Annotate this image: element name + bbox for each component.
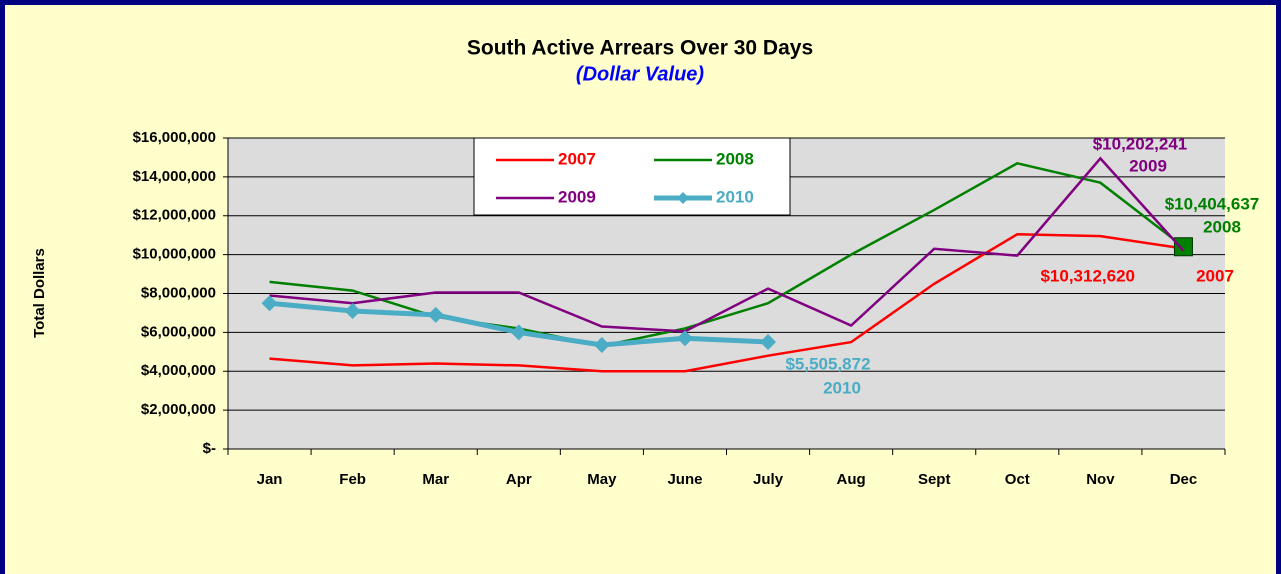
marker — [510, 324, 527, 341]
x-tick-label: Nov — [1086, 471, 1115, 488]
x-tick-label: Aug — [837, 471, 866, 488]
data-label: $10,202,241 — [1093, 134, 1188, 153]
legend-label: 2007 — [558, 149, 596, 168]
series-line — [269, 156, 1185, 333]
y-tick-label: $- — [203, 440, 216, 457]
x-tick-label: Jan — [257, 471, 283, 488]
y-tick-label: $10,000,000 — [133, 246, 216, 263]
y-tick-label: $16,000,000 — [133, 129, 216, 146]
marker — [593, 337, 610, 354]
x-tick-label: Dec — [1170, 471, 1198, 488]
x-tick-label: Sept — [918, 471, 951, 488]
x-tick-label: July — [753, 471, 784, 488]
marker — [676, 330, 693, 347]
y-axis-label: Total Dollars — [31, 248, 48, 338]
data-label-series: 2009 — [1129, 156, 1167, 175]
x-tick-label: Oct — [1005, 471, 1030, 488]
marker — [344, 302, 361, 319]
chart-subtitle: (Dollar Value) — [576, 63, 705, 85]
data-label: $10,404,637 — [1165, 194, 1260, 213]
x-tick-label: Feb — [339, 471, 366, 488]
legend-marker — [677, 192, 689, 204]
chart-title: South Active Arrears Over 30 Days — [467, 37, 813, 60]
y-tick-label: $4,000,000 — [141, 362, 216, 379]
data-label-series: 2008 — [1203, 217, 1241, 236]
y-tick-label: $14,000,000 — [133, 168, 216, 185]
data-label-series: 2010 — [823, 378, 861, 397]
legend-label: 2009 — [558, 187, 596, 206]
legend-label: 2010 — [716, 187, 754, 206]
series-line — [269, 232, 1184, 373]
data-label: $10,312,620 — [1040, 266, 1135, 285]
marker — [427, 306, 444, 323]
y-tick-label: $8,000,000 — [141, 284, 216, 301]
marker — [261, 295, 278, 312]
data-label-series: 2007 — [1196, 266, 1234, 285]
marker — [1173, 237, 1193, 257]
data-label: $5,505,872 — [785, 354, 870, 373]
marker — [760, 333, 777, 350]
y-tick-label: $2,000,000 — [141, 401, 216, 418]
x-tick-label: Mar — [422, 471, 449, 488]
y-tick-label: $12,000,000 — [133, 207, 216, 224]
legend-label: 2008 — [716, 149, 754, 168]
y-tick-label: $6,000,000 — [141, 323, 216, 340]
x-tick-label: May — [587, 471, 617, 488]
legend — [473, 137, 791, 216]
x-tick-label: Apr — [506, 471, 532, 488]
x-tick-label: June — [667, 471, 702, 488]
